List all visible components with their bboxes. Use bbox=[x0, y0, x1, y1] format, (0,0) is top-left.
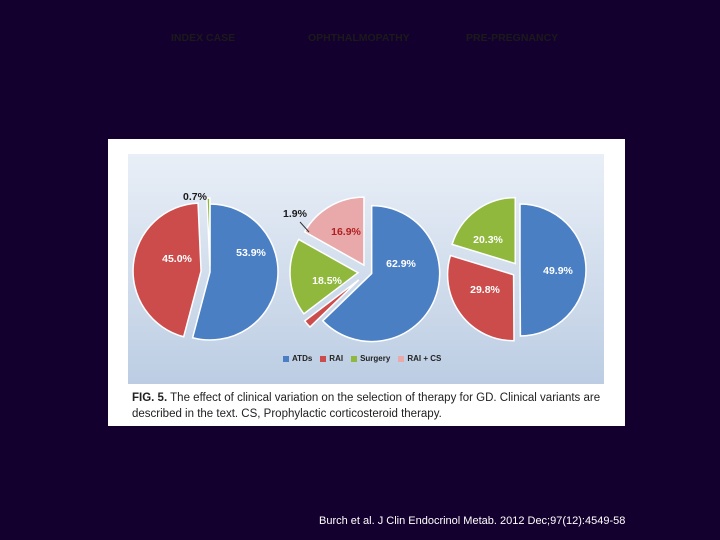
label-pre-pregnancy-surgery: 20.3% bbox=[473, 234, 503, 246]
label-ophthalmopathy-rai-cs: 16.9% bbox=[331, 226, 361, 238]
caption-text: The effect of clinical variation on the … bbox=[132, 392, 601, 420]
slice-index-case-atds bbox=[191, 203, 279, 341]
slice-index-case-rai bbox=[132, 202, 202, 338]
citation: Burch et al. J Clin Endocrinol Metab. 20… bbox=[319, 515, 626, 527]
legend-label-rai-cs: RAI + CS bbox=[407, 354, 442, 363]
leader-line-ophthalmopathy-rai bbox=[299, 221, 310, 233]
slice-index-case-surgery bbox=[206, 197, 211, 267]
legend-label-surgery: Surgery bbox=[360, 354, 391, 363]
slice-ophthalmopathy-rai bbox=[303, 279, 360, 329]
label-index-case-rai: 45.0% bbox=[162, 253, 192, 265]
caption-label: FIG. 5. bbox=[132, 392, 168, 404]
label-index-case-atds: 53.9% bbox=[236, 247, 266, 259]
slice-ophthalmopathy-atds bbox=[321, 204, 441, 343]
pie-title-ophthalmopathy: OPHTHALMOPATHY bbox=[308, 32, 410, 44]
legend-swatch-atds bbox=[283, 355, 289, 362]
label-index-case-surgery: 0.7% bbox=[183, 191, 207, 203]
label-ophthalmopathy-rai: 1.9% bbox=[283, 208, 307, 220]
slice-pre-pregnancy-atds bbox=[519, 203, 587, 337]
legend-item-rai: RAI bbox=[320, 354, 343, 363]
slice-pre-pregnancy-rai bbox=[446, 254, 515, 342]
legend-item-rai-cs: RAI + CS bbox=[398, 354, 441, 363]
label-pre-pregnancy-rai: 29.8% bbox=[470, 284, 500, 296]
legend-item-surgery: Surgery bbox=[351, 354, 390, 363]
figure-caption: FIG. 5. The effect of clinical variation… bbox=[132, 390, 602, 422]
legend-swatch-surgery bbox=[351, 355, 358, 362]
label-ophthalmopathy-atds: 62.9% bbox=[386, 258, 416, 270]
legend-swatch-rai bbox=[320, 355, 327, 362]
legend-swatch-rai-cs bbox=[398, 355, 405, 362]
pie-title-pre-pregnancy: PRE-PREGNANCY bbox=[466, 32, 559, 44]
legend-label-rai: RAI bbox=[329, 354, 344, 363]
legend-item-atds: ATDs bbox=[283, 354, 312, 363]
legend-label-atds: ATDs bbox=[292, 354, 313, 363]
label-ophthalmopathy-surgery: 18.5% bbox=[312, 275, 342, 287]
pie-title-index-case: INDEX CASE bbox=[171, 32, 236, 44]
slice-ophthalmopathy-surgery bbox=[289, 238, 360, 315]
legend: ATDs RAI Surgery RAI + CS bbox=[283, 354, 441, 363]
label-pre-pregnancy-atds: 49.9% bbox=[543, 265, 573, 277]
slice-pre-pregnancy-surgery bbox=[451, 196, 516, 265]
